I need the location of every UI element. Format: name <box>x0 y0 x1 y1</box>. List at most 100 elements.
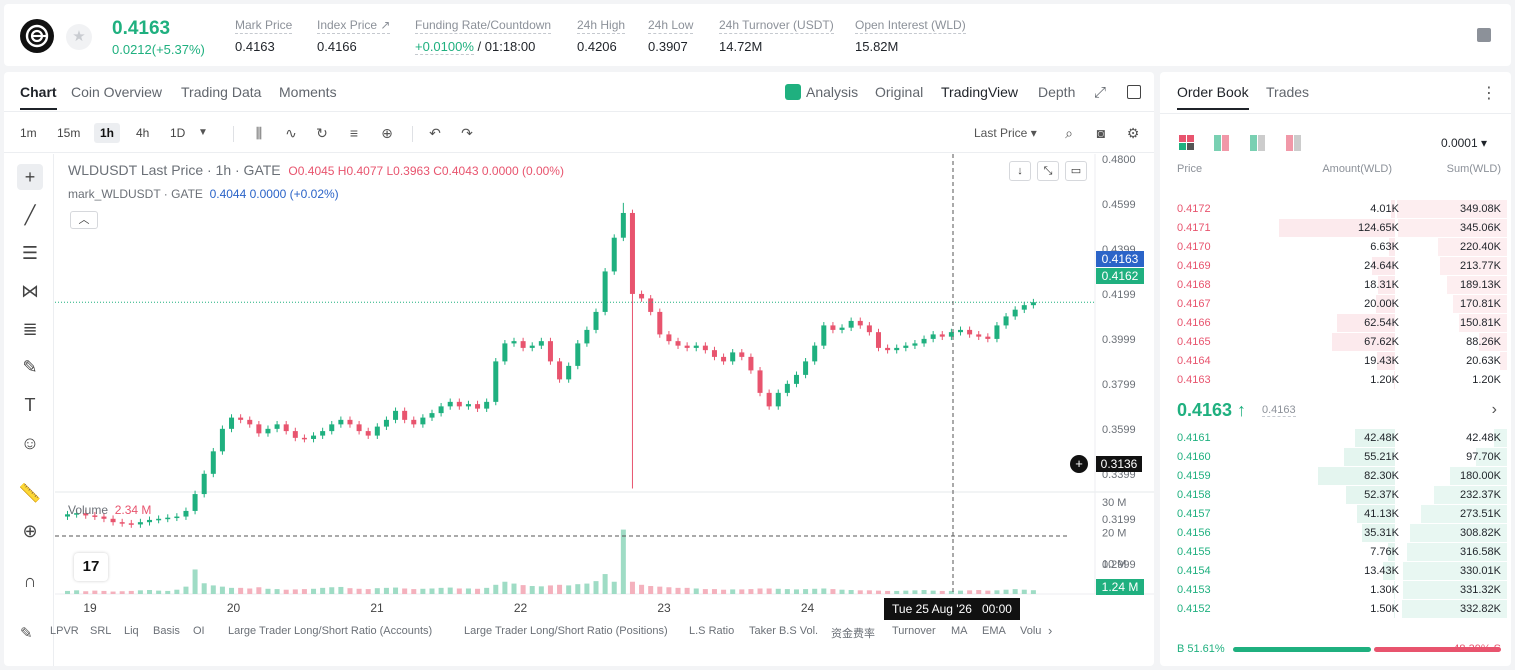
bid-row[interactable]: 0.4154 13.43K 330.01K <box>1160 562 1511 581</box>
timeframe-15m[interactable]: 15m <box>57 126 81 140</box>
camera-icon[interactable]: ◙ <box>1096 125 1106 141</box>
ask-row[interactable]: 0.4169 24.64K 213.77K <box>1160 257 1511 276</box>
template-icon[interactable]: ≡ <box>349 125 359 141</box>
order-price: 0.4164 <box>1177 355 1211 367</box>
indicator-basis[interactable]: Basis <box>153 625 180 637</box>
search-icon[interactable]: ⌕ <box>1065 125 1073 141</box>
ask-row[interactable]: 0.4164 19.43K 20.63K <box>1160 352 1511 371</box>
expand-icon[interactable]: ⤢ <box>1094 84 1107 101</box>
edit-icon[interactable]: ✎ <box>20 625 33 642</box>
tab-chart[interactable]: Chart <box>20 84 57 110</box>
precision-dropdown[interactable]: 0.0001 ▾ <box>1440 136 1487 150</box>
indicator-srl[interactable]: SRL <box>90 625 112 637</box>
candle-body <box>693 345 699 348</box>
indicator-taker-vol[interactable]: Taker B.S Vol. <box>749 625 819 637</box>
redo-icon[interactable]: ↷ <box>461 125 473 141</box>
chevron-down-icon[interactable]: ▼ <box>198 127 208 138</box>
tab-trading-data[interactable]: Trading Data <box>181 84 262 100</box>
bid-row[interactable]: 0.4156 35.31K 308.82K <box>1160 524 1511 543</box>
text-icon[interactable]: T <box>24 395 36 415</box>
horizontal-lines-icon[interactable]: ☰ <box>21 243 39 263</box>
tab-coin-overview[interactable]: Coin Overview <box>71 84 163 100</box>
bid-row[interactable]: 0.4157 41.13K 273.51K <box>1160 505 1511 524</box>
analysis-icon[interactable] <box>785 84 801 100</box>
crosshair-icon[interactable]: + <box>17 164 43 190</box>
gear-icon[interactable]: ⚙ <box>1126 125 1140 141</box>
indicator-lpvr[interactable]: LPVR <box>50 625 79 637</box>
add-order-icon[interactable]: + <box>1070 455 1088 473</box>
compress-icon[interactable]: ⤡ <box>1037 161 1059 181</box>
emoji-icon[interactable]: ☺ <box>20 433 40 453</box>
indicator-oi[interactable]: OI <box>193 625 205 637</box>
timeframe-1h[interactable]: 1h <box>94 123 121 143</box>
favorite-star-icon[interactable]: ★ <box>66 24 92 50</box>
tab-trades[interactable]: Trades <box>1266 84 1310 100</box>
stat-index-price[interactable]: Index Price ↗ 0.4166 <box>317 18 391 54</box>
chevron-right-icon[interactable]: › <box>1048 623 1053 638</box>
candle-type-icon[interactable]: ⫼ <box>255 125 263 141</box>
replay-icon[interactable]: ↻ <box>316 125 328 141</box>
bid-row[interactable]: 0.4152 1.50K 332.82K <box>1160 600 1511 619</box>
indicator-ls-positions[interactable]: Large Trader Long/Short Ratio (Positions… <box>464 625 668 637</box>
bid-row[interactable]: 0.4160 55.21K 97.70K <box>1160 448 1511 467</box>
candle-body <box>383 419 389 427</box>
indicator-liq[interactable]: Liq <box>124 625 139 637</box>
view-tradingview[interactable]: TradingView <box>941 84 1019 100</box>
ask-row[interactable]: 0.4170 6.63K 220.40K <box>1160 238 1511 257</box>
view-analysis[interactable]: Analysis <box>806 84 859 100</box>
book-icon[interactable] <box>1477 28 1491 42</box>
trend-line-icon[interactable]: ╱ <box>24 205 36 225</box>
ask-row[interactable]: 0.4163 1.20K 1.20K <box>1160 371 1511 390</box>
magnet-icon[interactable]: ∩ <box>23 571 37 591</box>
indicator-ls-ratio[interactable]: L.S Ratio <box>689 625 735 637</box>
ask-row[interactable]: 0.4171 124.65K 345.06K <box>1160 219 1511 238</box>
bid-row[interactable]: 0.4161 42.48K 42.48K <box>1160 429 1511 448</box>
ruler-icon[interactable]: 📏 <box>18 483 42 503</box>
price-chart[interactable]: 0.48000.45990.43990.41990.39990.37990.35… <box>55 154 1154 620</box>
indicator-ma[interactable]: MA <box>951 625 968 637</box>
indicator-ema[interactable]: EMA <box>982 625 1006 637</box>
scroll-down-icon[interactable]: ↓ <box>1009 161 1031 181</box>
add-indicator-icon[interactable]: ⊕ <box>381 125 393 141</box>
volume-bar <box>447 587 453 594</box>
chevron-right-icon[interactable]: › <box>1491 401 1497 418</box>
ask-row[interactable]: 0.4166 62.54K 150.81K <box>1160 314 1511 333</box>
x-tick-label: 21 <box>370 601 384 615</box>
fib-icon[interactable]: ≣ <box>22 319 38 339</box>
more-icon[interactable]: ⋮ <box>1481 85 1497 102</box>
undo-icon[interactable]: ↶ <box>429 125 441 141</box>
indicator-turnover[interactable]: Turnover <box>892 625 936 637</box>
bid-row[interactable]: 0.4155 7.76K 316.58K <box>1160 543 1511 562</box>
view-bids-asks-icon[interactable] <box>1214 135 1230 151</box>
ask-row[interactable]: 0.4165 67.62K 88.26K <box>1160 333 1511 352</box>
price-type-dropdown[interactable]: Last Price ▾ <box>974 126 1037 140</box>
timeframe-1m[interactable]: 1m <box>20 126 37 140</box>
bid-row[interactable]: 0.4158 52.37K 232.37K <box>1160 486 1511 505</box>
tab-order-book[interactable]: Order Book <box>1177 84 1249 110</box>
view-bids-icon[interactable] <box>1250 135 1266 151</box>
fit-icon[interactable]: ▭ <box>1065 161 1087 181</box>
timeframe-1d[interactable]: 1D <box>170 126 186 140</box>
ask-row[interactable]: 0.4172 4.01K 349.08K <box>1160 200 1511 219</box>
pattern-icon[interactable]: ⋈ <box>21 281 39 301</box>
ask-row[interactable]: 0.4168 18.31K 189.13K <box>1160 276 1511 295</box>
ask-row[interactable]: 0.4167 20.00K 170.81K <box>1160 295 1511 314</box>
indicator-volume[interactable]: Volu <box>1020 625 1042 637</box>
tab-moments[interactable]: Moments <box>279 84 337 100</box>
view-asks-icon[interactable] <box>1286 135 1302 151</box>
indicator-funding[interactable]: 资金费率 <box>831 628 875 640</box>
zoom-icon[interactable]: ⊕ <box>22 521 38 541</box>
window-icon[interactable] <box>1127 85 1141 99</box>
view-both-icon[interactable] <box>1179 135 1195 151</box>
depth-amount-bar <box>1376 295 1395 313</box>
timeframe-4h[interactable]: 4h <box>136 126 150 140</box>
view-original[interactable]: Original <box>875 84 924 100</box>
bid-row[interactable]: 0.4153 1.30K 331.32K <box>1160 581 1511 600</box>
brush-icon[interactable]: ✎ <box>22 357 38 377</box>
indicator-icon[interactable]: ∿ <box>285 125 297 141</box>
collapse-legend-button[interactable]: ︿ <box>70 211 98 229</box>
bid-row[interactable]: 0.4159 82.30K 180.00K <box>1160 467 1511 486</box>
indicator-ls-accounts[interactable]: Large Trader Long/Short Ratio (Accounts) <box>228 625 433 637</box>
view-depth[interactable]: Depth <box>1038 84 1076 100</box>
tradingview-logo[interactable]: 17 <box>74 553 108 581</box>
